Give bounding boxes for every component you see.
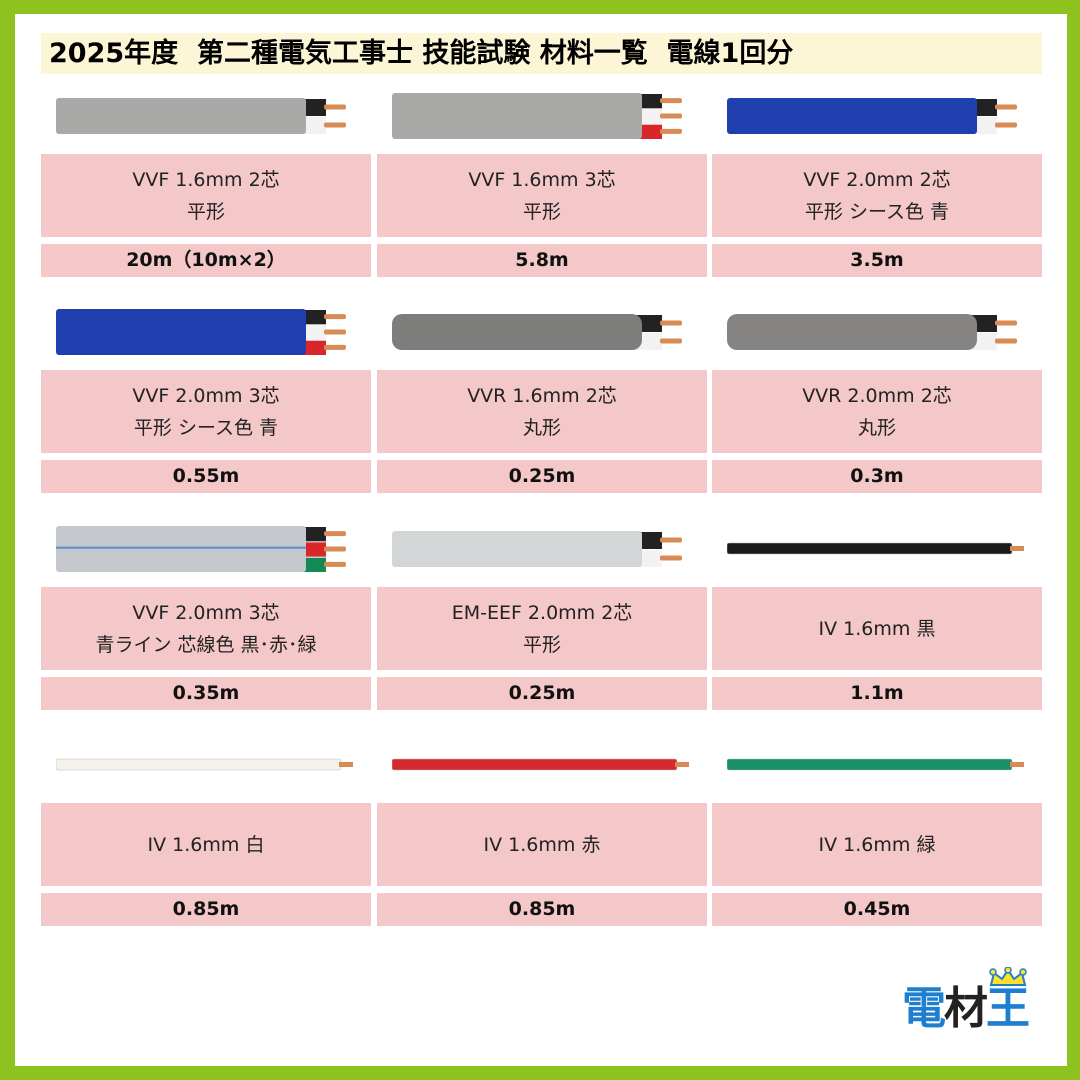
material-item: EM-EEF 2.0mm 2芯 平形 0.25m — [377, 511, 707, 710]
material-detail: 丸形 — [522, 416, 561, 439]
page-title: 2025年度 第二種電気工事士 技能試験 材料一覧 電線1回分 — [41, 33, 1042, 74]
wire-photo — [377, 511, 707, 587]
material-amount: 0.25m — [377, 677, 707, 710]
wire-photo — [41, 727, 371, 803]
wire-photo — [41, 294, 371, 370]
material-name: IV 1.6mm 黒 — [712, 587, 1042, 670]
material-detail: 平形 シース色 青 — [133, 416, 279, 439]
material-item: VVF 1.6mm 2芯 平形 20m（10m×2） — [41, 78, 371, 277]
material-name: VVF 1.6mm 2芯 平形 — [41, 154, 371, 237]
material-name: EM-EEF 2.0mm 2芯 平形 — [377, 587, 707, 670]
logo-char-1: 電 — [902, 983, 946, 1034]
material-item: IV 1.6mm 赤 0.85m — [377, 727, 707, 926]
material-spec: VVF 2.0mm 3芯 — [132, 601, 280, 624]
material-spec: VVF 2.0mm 2芯 — [803, 168, 951, 191]
material-detail: 青ライン 芯線色 黒･赤･緑 — [95, 633, 317, 656]
brand-logo: 電材王 — [902, 967, 1030, 1034]
material-amount: 0.85m — [41, 893, 371, 926]
material-name: IV 1.6mm 白 — [41, 803, 371, 886]
material-name: VVF 2.0mm 2芯 平形 シース色 青 — [712, 154, 1042, 237]
wire-photo — [712, 78, 1042, 154]
material-name: VVR 1.6mm 2芯 丸形 — [377, 370, 707, 453]
wire-photo — [712, 294, 1042, 370]
material-amount: 3.5m — [712, 244, 1042, 277]
material-detail: 平形 シース色 青 — [804, 200, 950, 223]
wire-photo — [41, 78, 371, 154]
material-item: VVF 2.0mm 3芯青ライン 芯線色 黒･赤･緑 0.35m — [41, 511, 371, 710]
logo-char-2: 材 — [944, 983, 988, 1034]
material-detail: 平形 — [522, 633, 561, 656]
material-amount: 0.45m — [712, 893, 1042, 926]
wire-image — [392, 314, 682, 350]
material-spec: IV 1.6mm 緑 — [818, 833, 936, 856]
material-name: IV 1.6mm 赤 — [377, 803, 707, 886]
material-amount: 0.35m — [41, 677, 371, 710]
wire-photo — [41, 511, 371, 587]
material-amount: 0.55m — [41, 460, 371, 493]
wire-image — [56, 98, 346, 134]
wire-image — [727, 98, 1017, 134]
material-amount: 0.25m — [377, 460, 707, 493]
material-amount: 5.8m — [377, 244, 707, 277]
wire-photo — [712, 511, 1042, 587]
material-detail: 平形 — [522, 200, 561, 223]
logo-char-3: 王 — [986, 967, 1030, 1034]
material-amount: 20m（10m×2） — [41, 244, 371, 277]
material-spec: VVF 1.6mm 3芯 — [468, 168, 616, 191]
wire-photo — [377, 78, 707, 154]
material-item: VVF 1.6mm 3芯 平形 5.8m — [377, 78, 707, 277]
material-item: VVR 1.6mm 2芯 丸形 0.25m — [377, 294, 707, 493]
material-spec: VVF 1.6mm 2芯 — [132, 168, 280, 191]
material-item: IV 1.6mm 白 0.85m — [41, 727, 371, 926]
material-spec: VVR 2.0mm 2芯 — [802, 384, 952, 407]
material-spec: IV 1.6mm 赤 — [483, 833, 601, 856]
material-amount: 1.1m — [712, 677, 1042, 710]
wire-image — [56, 309, 346, 355]
wire-image — [56, 758, 353, 771]
material-name: VVR 2.0mm 2芯 丸形 — [712, 370, 1042, 453]
material-list-panel: 2025年度 第二種電気工事士 技能試験 材料一覧 電線1回分 VVF 1.6m… — [15, 14, 1067, 1066]
material-spec: EM-EEF 2.0mm 2芯 — [451, 601, 633, 624]
material-spec: VVR 1.6mm 2芯 — [467, 384, 617, 407]
wire-image — [56, 526, 346, 572]
material-item: VVR 2.0mm 2芯 丸形 0.3m — [712, 294, 1042, 493]
material-spec: IV 1.6mm 黒 — [818, 617, 936, 640]
material-name: VVF 1.6mm 3芯 平形 — [377, 154, 707, 237]
wire-image — [727, 758, 1024, 771]
material-name: IV 1.6mm 緑 — [712, 803, 1042, 886]
wire-image — [727, 542, 1024, 555]
wire-photo — [712, 727, 1042, 803]
material-item: VVF 2.0mm 3芯 平形 シース色 青 0.55m — [41, 294, 371, 493]
crown-icon — [989, 967, 1027, 986]
material-amount: 0.3m — [712, 460, 1042, 493]
wire-photo — [377, 294, 707, 370]
material-detail: 平形 — [186, 200, 225, 223]
wire-image — [727, 314, 1017, 350]
material-detail: 丸形 — [857, 416, 896, 439]
material-amount: 0.85m — [377, 893, 707, 926]
material-item: IV 1.6mm 黒 1.1m — [712, 511, 1042, 710]
wire-image — [392, 531, 682, 567]
material-spec: VVF 2.0mm 3芯 — [132, 384, 280, 407]
wire-image — [392, 93, 682, 139]
material-name: VVF 2.0mm 3芯青ライン 芯線色 黒･赤･緑 — [41, 587, 371, 670]
material-item: VVF 2.0mm 2芯 平形 シース色 青 3.5m — [712, 78, 1042, 277]
material-name: VVF 2.0mm 3芯 平形 シース色 青 — [41, 370, 371, 453]
material-spec: IV 1.6mm 白 — [147, 833, 265, 856]
material-item: IV 1.6mm 緑 0.45m — [712, 727, 1042, 926]
wire-photo — [377, 727, 707, 803]
wire-image — [392, 758, 689, 771]
